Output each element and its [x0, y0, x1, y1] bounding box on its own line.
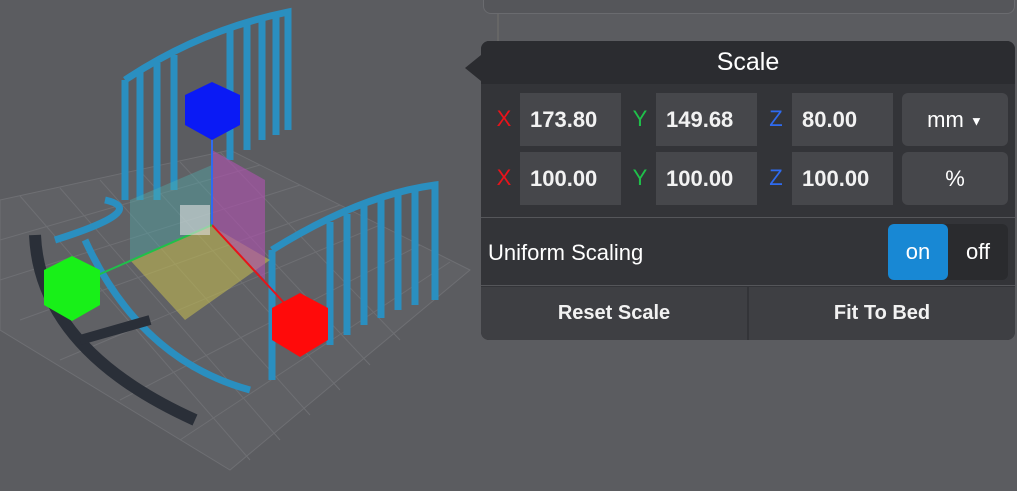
unit-value: mm — [927, 107, 964, 132]
center-handle[interactable] — [180, 205, 210, 235]
model-base-arc — [29, 196, 251, 426]
model-fence-back — [121, 7, 292, 200]
x-label: X — [496, 165, 512, 190]
fit-to-bed-button[interactable]: Fit To Bed — [749, 287, 1015, 340]
size-y-input[interactable]: 149.68 — [656, 93, 757, 146]
z-label: Z — [769, 165, 783, 190]
scale-plane-yz — [130, 165, 212, 260]
3d-viewport[interactable] — [0, 0, 480, 491]
toggle-off[interactable]: off — [965, 239, 991, 264]
size-row: X 173.80 Y 149.68 Z 80.00 mm ▼ — [481, 93, 1015, 146]
z-label: Z — [769, 106, 783, 131]
model-fence-front — [268, 181, 439, 380]
reset-scale-button[interactable]: Reset Scale — [481, 287, 747, 340]
unit-dropdown[interactable]: mm ▼ — [902, 93, 1008, 146]
toggle-on[interactable]: on — [888, 224, 948, 280]
y-scale-handle[interactable] — [44, 256, 100, 321]
z-scale-handle[interactable] — [185, 82, 240, 140]
percent-y-input[interactable]: 100.00 — [656, 152, 757, 205]
percent-row: X 100.00 Y 100.00 Z 100.00 % — [481, 152, 1015, 205]
percent-unit-button[interactable]: % — [902, 152, 1008, 205]
size-z-input[interactable]: 80.00 — [792, 93, 893, 146]
uniform-scaling-label: Uniform Scaling — [488, 240, 644, 265]
size-x-input[interactable]: 173.80 — [520, 93, 621, 146]
scale-plane-xz — [212, 150, 265, 280]
percent-x-input[interactable]: 100.00 — [520, 152, 621, 205]
x-scale-handle[interactable] — [272, 293, 328, 357]
panel-title: Scale — [481, 41, 1015, 84]
caret-down-icon: ▼ — [969, 113, 983, 129]
x-label: X — [496, 106, 512, 131]
panel-pointer — [465, 55, 481, 81]
scale-panel: Scale X 173.80 Y 149.68 Z 80.00 mm ▼ X 1… — [465, 41, 1015, 340]
panel-connector — [497, 14, 499, 42]
top-panel — [483, 0, 1015, 14]
uniform-scaling-row: Uniform Scaling on off — [481, 217, 1015, 286]
y-label: Y — [632, 165, 648, 190]
y-label: Y — [632, 106, 648, 131]
uniform-scaling-toggle[interactable]: on off — [888, 224, 1008, 280]
percent-z-input[interactable]: 100.00 — [792, 152, 893, 205]
